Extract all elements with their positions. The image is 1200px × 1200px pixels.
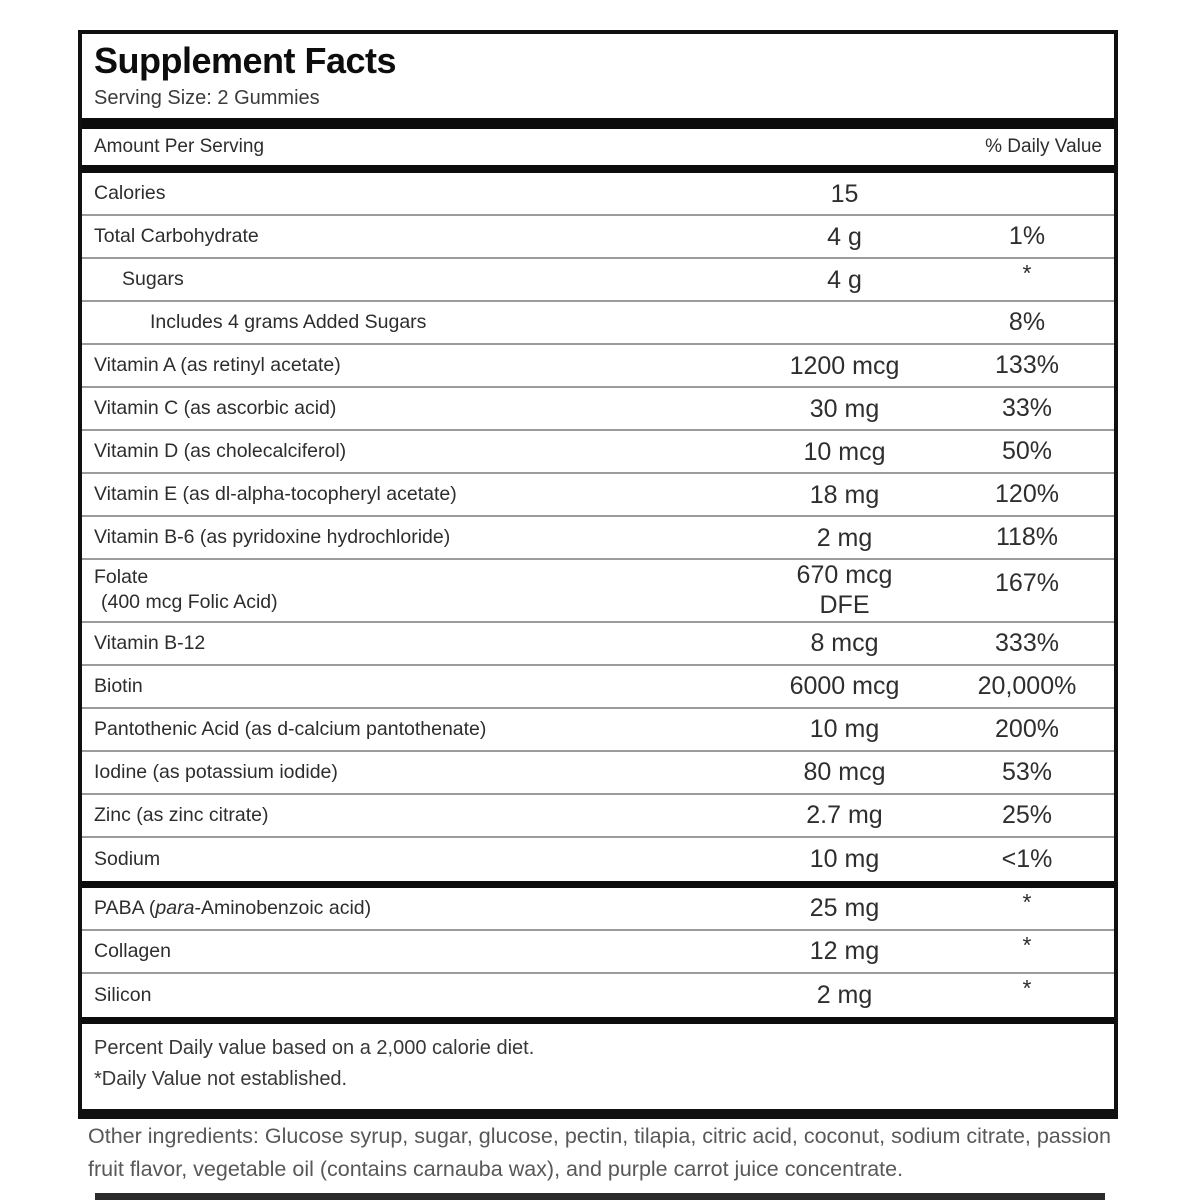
nutrient-row: Vitamin B-12 8 mcg 333% bbox=[82, 623, 1114, 666]
nutrient-name: Includes 4 grams Added Sugars bbox=[150, 310, 427, 333]
nutrient-dv: 1% bbox=[1008, 222, 1046, 250]
nutrient-dv: * bbox=[1022, 974, 1032, 1001]
nutrient-row: Folate (400 mcg Folic Acid) 670 mcg DFE 16… bbox=[82, 560, 1114, 623]
other-ingredients-text: Other ingredients: Glucose syrup, sugar,… bbox=[88, 1124, 1111, 1182]
nutrient-amount: 30 mg bbox=[809, 394, 880, 423]
nutrient-dv: 200% bbox=[995, 714, 1059, 743]
nutrient-amount: 4 g bbox=[827, 265, 862, 294]
amount-per-serving-label: Amount Per Serving bbox=[94, 136, 265, 157]
nutrient-amount: 1200 mcg bbox=[789, 351, 900, 380]
nutrient-name: Vitamin B-12 bbox=[94, 631, 206, 654]
nutrient-name: Biotin bbox=[94, 674, 143, 697]
panel-title: Supplement Facts bbox=[94, 40, 397, 81]
nutrient-amount: 6000 mcg bbox=[789, 672, 900, 701]
nutrient-amount: 4 g bbox=[827, 222, 862, 251]
nutrient-row: Calories 15 bbox=[82, 173, 1114, 216]
nutrient-row: Sugars 4 g * bbox=[82, 259, 1114, 302]
nutrient-amount: 80 mcg bbox=[803, 758, 886, 787]
nutrient-row: Biotin 6000 mcg 20,000% bbox=[82, 666, 1114, 709]
nutrient-name: Vitamin E (as dl-alpha-tocopheryl acetat… bbox=[94, 482, 457, 505]
nutrient-amount: 670 mcg DFE bbox=[796, 561, 893, 620]
nutrient-name: Pantothenic Acid (as d-calcium pantothen… bbox=[94, 717, 487, 740]
nutrient-row: PABA (para-Aminobenzoic acid) 25 mg * bbox=[82, 888, 1114, 931]
thick-divider bbox=[82, 1016, 1114, 1024]
nutrient-dv: 120% bbox=[995, 480, 1059, 508]
nutrient-amount: 25 mg bbox=[809, 894, 880, 923]
panel-header: Supplement Facts Serving Size: 2 Gummies bbox=[82, 34, 1114, 118]
nutrient-amount: 10 mg bbox=[809, 845, 880, 874]
column-header-row: Amount Per Serving % Daily Value bbox=[82, 129, 1114, 165]
cropped-bottom-bar bbox=[95, 1193, 1105, 1200]
nutrient-row: Iodine (as potassium iodide) 80 mcg 53% bbox=[82, 752, 1114, 795]
nutrient-name: Folate (400 mcg Folic Acid) bbox=[94, 566, 278, 614]
daily-value-label: % Daily Value bbox=[985, 136, 1102, 157]
nutrient-rows: Calories 15 Total Carbohydrate 4 g 1% Su… bbox=[82, 173, 1114, 1024]
nutrient-dv: 167% bbox=[995, 569, 1059, 597]
nutrient-amount: 2 mg bbox=[816, 981, 873, 1010]
nutrient-name: Iodine (as potassium iodide) bbox=[94, 760, 338, 783]
nutrient-amount: 10 mcg bbox=[803, 437, 886, 466]
nutrient-dv: 25% bbox=[1001, 800, 1053, 829]
nutrient-row: Vitamin D (as cholecalciferol) 10 mcg 50… bbox=[82, 431, 1114, 474]
nutrient-name: Vitamin A (as retinyl acetate) bbox=[94, 353, 341, 376]
nutrient-dv: 333% bbox=[995, 628, 1059, 657]
nutrient-row: Silicon 2 mg * bbox=[82, 974, 1114, 1017]
nutrient-name: Vitamin B-6 (as pyridoxine hydrochloride… bbox=[94, 525, 451, 548]
nutrient-dv: 50% bbox=[1001, 437, 1053, 465]
nutrient-row: Includes 4 grams Added Sugars 8% bbox=[82, 302, 1114, 345]
nutrient-name: Vitamin D (as cholecalciferol) bbox=[94, 439, 347, 462]
nutrient-dv: 133% bbox=[995, 351, 1059, 379]
nutrient-amount: 2 mg bbox=[816, 523, 873, 552]
footnote-calorie-diet: Percent Daily value based on a 2,000 cal… bbox=[94, 1036, 535, 1059]
nutrient-amount: 15 bbox=[830, 179, 859, 208]
nutrient-amount: 12 mg bbox=[809, 937, 880, 966]
nutrient-row: Vitamin B-6 (as pyridoxine hydrochloride… bbox=[82, 517, 1114, 560]
nutrient-name: Silicon bbox=[94, 983, 152, 1006]
nutrient-amount: 18 mg bbox=[809, 480, 880, 509]
nutrient-dv: 20,000% bbox=[977, 671, 1077, 700]
nutrient-dv: * bbox=[1022, 931, 1032, 958]
nutrient-row: Vitamin E (as dl-alpha-tocopheryl acetat… bbox=[82, 474, 1114, 517]
nutrient-row: Pantothenic Acid (as d-calcium pantothen… bbox=[82, 709, 1114, 752]
nutrient-name: Sodium bbox=[94, 847, 161, 870]
nutrient-row: Vitamin C (as ascorbic acid) 30 mg 33% bbox=[82, 388, 1114, 431]
nutrient-dv: 8% bbox=[1008, 308, 1046, 336]
nutrient-row: Collagen 12 mg * bbox=[82, 931, 1114, 974]
serving-size: Serving Size: 2 Gummies bbox=[94, 87, 320, 109]
nutrient-name: Zinc (as zinc citrate) bbox=[94, 803, 269, 826]
nutrient-row: Total Carbohydrate 4 g 1% bbox=[82, 216, 1114, 259]
nutrient-row: Sodium 10 mg <1% bbox=[82, 838, 1114, 881]
nutrient-name: Vitamin C (as ascorbic acid) bbox=[94, 396, 337, 419]
nutrient-amount: 8 mcg bbox=[810, 629, 879, 658]
nutrient-amount: 10 mg bbox=[809, 715, 880, 744]
nutrient-dv: * bbox=[1022, 260, 1032, 286]
thick-header-bar bbox=[82, 118, 1114, 129]
nutrient-name: Calories bbox=[94, 181, 166, 204]
nutrient-row: Vitamin A (as retinyl acetate) 1200 mcg … bbox=[82, 345, 1114, 388]
nutrient-name: Collagen bbox=[94, 939, 171, 962]
nutrient-dv: <1% bbox=[1001, 844, 1053, 873]
nutrient-name: Total Carbohydrate bbox=[94, 224, 259, 247]
nutrient-row: Zinc (as zinc citrate) 2.7 mg 25% bbox=[82, 795, 1114, 838]
thick-divider bbox=[82, 880, 1114, 888]
supplement-facts-panel: Supplement Facts Serving Size: 2 Gummies… bbox=[78, 30, 1118, 1119]
nutrient-dv: * bbox=[1022, 888, 1032, 915]
nutrient-name: PABA (para-Aminobenzoic acid) bbox=[94, 896, 372, 919]
nutrient-dv: 53% bbox=[1001, 757, 1053, 786]
thick-colhead-bar bbox=[82, 165, 1114, 173]
nutrient-dv: 118% bbox=[995, 523, 1059, 551]
nutrient-dv: 33% bbox=[1001, 394, 1053, 422]
footnotes: Percent Daily value based on a 2,000 cal… bbox=[82, 1024, 1114, 1109]
nutrient-name: Sugars bbox=[122, 267, 184, 290]
footnote-dv-not-established: *Daily Value not established. bbox=[94, 1067, 348, 1090]
nutrient-amount: 2.7 mg bbox=[806, 801, 883, 830]
